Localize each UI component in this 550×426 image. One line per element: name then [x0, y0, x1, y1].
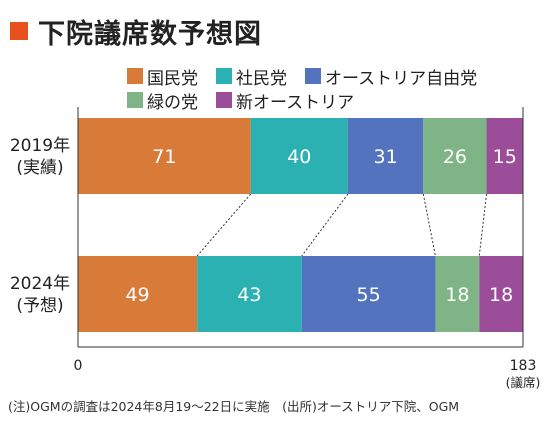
legend-item: 国民党	[127, 64, 198, 89]
legend-row: 緑の党 新オーストリア	[127, 88, 537, 113]
data-label: 15	[493, 146, 517, 168]
bar-segment	[78, 118, 251, 194]
category-label: 2024年	[10, 274, 70, 294]
category-label: 2019年	[10, 136, 70, 156]
legend-label: 新オーストリア	[236, 92, 355, 113]
legend-swatch	[127, 92, 143, 108]
legend-row: 国民党 社民党 オーストリア自由党	[127, 64, 537, 89]
data-label: 55	[356, 284, 380, 306]
legend-item: オーストリア自由党	[305, 64, 477, 89]
chart-title: 下院議席数予想図	[38, 18, 262, 50]
data-label: 43	[237, 284, 261, 306]
bar-segment	[423, 118, 487, 194]
title-marker	[10, 22, 28, 40]
data-label: 49	[125, 284, 149, 306]
data-label: 40	[287, 146, 311, 168]
legend-swatch	[216, 92, 232, 108]
x-tick-label: 183	[510, 358, 537, 374]
bar-segment	[479, 256, 523, 332]
bar-segment	[197, 256, 302, 332]
category-sublabel: (予想)	[16, 296, 63, 316]
legend-label: 国民党	[147, 68, 198, 89]
bar-segment	[486, 118, 523, 194]
x-tick-label: 0	[74, 358, 83, 374]
bar-segment	[347, 118, 424, 194]
category-sublabel: (実績)	[16, 158, 63, 178]
connector-line	[422, 193, 436, 257]
data-label: 26	[443, 146, 467, 168]
legend-item: 社民党	[216, 64, 287, 89]
x-axis-unit: (議席)	[506, 375, 541, 390]
data-label: 18	[489, 284, 513, 306]
connector-line	[301, 193, 349, 257]
legend-swatch	[216, 68, 232, 84]
connector-line	[478, 193, 488, 257]
legend-swatch	[127, 68, 143, 84]
data-label: 71	[152, 146, 176, 168]
bar-segment	[435, 256, 480, 332]
footnote: (注)OGMの調査は2024年8月19〜22日に実施 (出所)オーストリア下院、…	[8, 399, 460, 414]
legend-label: 社民党	[236, 68, 287, 89]
data-label: 18	[445, 284, 469, 306]
title-block: 下院議席数予想図	[10, 14, 262, 50]
legend-item: 緑の党	[127, 88, 198, 113]
legend-item: 新オーストリア	[216, 88, 354, 113]
bar-segment	[301, 256, 436, 332]
legend-label: 緑の党	[147, 92, 198, 113]
bar-segment	[78, 256, 198, 332]
data-label: 31	[374, 146, 398, 168]
legend-label: オーストリア自由党	[325, 68, 478, 89]
connector-line	[196, 193, 252, 257]
legend-swatch	[305, 68, 321, 84]
legend: 国民党 社民党 オーストリア自由党緑の党 新オーストリア	[127, 64, 537, 113]
bar-segment	[250, 118, 348, 194]
